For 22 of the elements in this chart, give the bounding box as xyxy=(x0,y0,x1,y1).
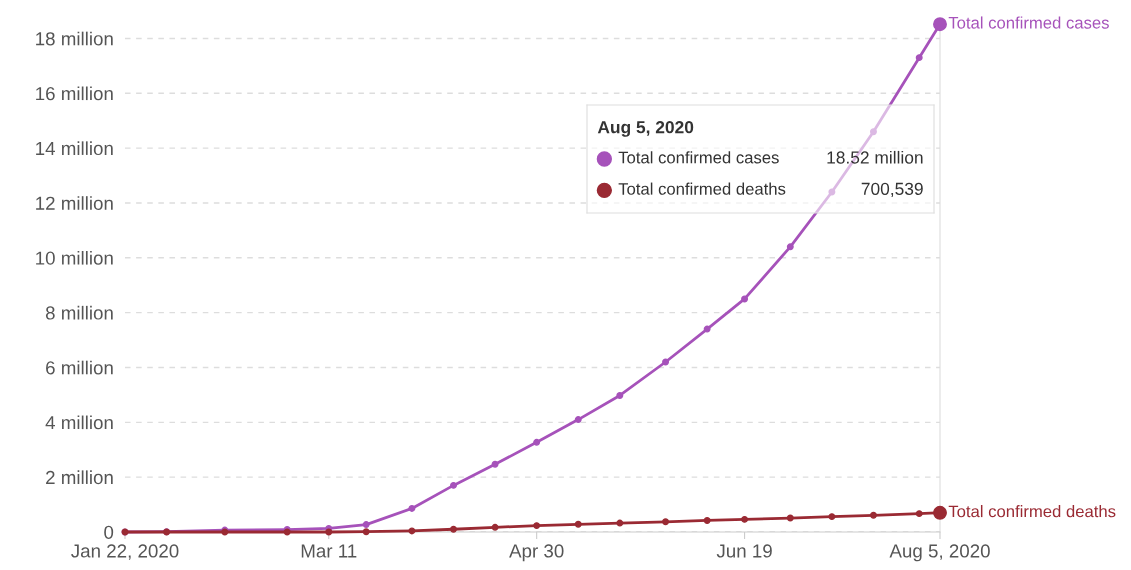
y-tick-label: 10 million xyxy=(36,251,113,265)
x-tick-label: Mar 11 xyxy=(301,544,357,558)
y-tick-label: 0 xyxy=(104,525,114,539)
y-tick-label: 14 million xyxy=(36,141,113,156)
y-tick-label: 16 million xyxy=(36,86,113,101)
legend-label: Total confirmed deaths xyxy=(618,182,786,195)
y-tick-label: 8 million xyxy=(45,305,113,320)
y-tick-label: 12 million xyxy=(36,196,113,210)
x-tick-label: Apr 30 xyxy=(509,544,564,562)
y-tick-label: 4 million xyxy=(45,415,113,430)
text: Total confirmed cases xyxy=(948,16,1109,29)
y-tick-label: 2 million xyxy=(46,470,113,485)
annotation: 18.52 million xyxy=(827,150,923,164)
annotation: Aug 5, 2020 xyxy=(597,121,694,137)
x-tick-label: Jun 19 xyxy=(716,544,772,558)
y-tick-label: 6 million xyxy=(46,360,113,375)
x-tick-label: Jan 22, 2020 xyxy=(71,544,179,560)
y-tick-label: 18 million xyxy=(36,31,113,46)
legend-label: Total confirmed cases xyxy=(618,151,779,164)
x-tick-label: Aug 5, 2020 xyxy=(889,544,990,562)
annotation: 700,539 xyxy=(861,182,923,198)
text: Total confirmed deaths xyxy=(948,505,1116,518)
